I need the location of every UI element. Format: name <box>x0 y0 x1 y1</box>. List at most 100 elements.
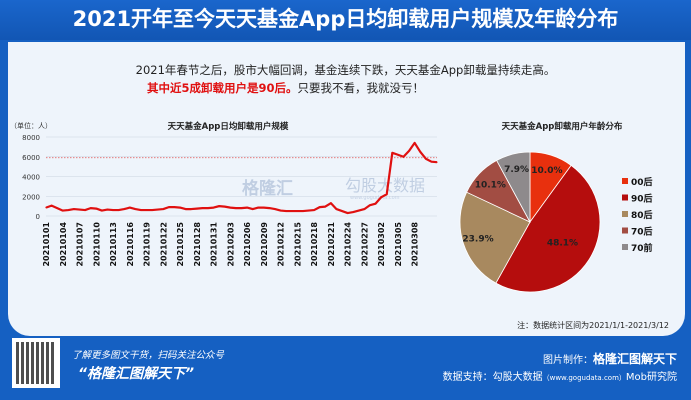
data-point <box>201 207 203 209</box>
data-point <box>235 207 237 209</box>
maker-logo: 格隆汇图解天下 <box>592 352 677 366</box>
data-point <box>280 209 282 212</box>
data-point <box>330 202 332 204</box>
intro-line-1: 2021年春节之后，股市大幅回调，基金连续下跌，天天基金App卸载量持续走高。 <box>135 63 556 77</box>
data-point <box>313 209 315 211</box>
data-point <box>257 207 259 209</box>
data-point <box>106 208 109 211</box>
data-point <box>134 208 136 210</box>
footer-cta: 了解更多图文干货，扫码关注公众号 <box>72 350 225 361</box>
data-point <box>90 207 92 209</box>
data-point <box>302 210 304 212</box>
pie-chart-title: 天天基金App卸载用户年龄分布 <box>502 121 623 132</box>
data-point <box>268 207 271 209</box>
legend-label: 90后 <box>631 193 653 205</box>
source-2: Mob研究院 <box>625 372 677 383</box>
x-tick-label: 20210218 <box>310 222 319 267</box>
data-point <box>436 161 438 163</box>
pie-data-label: 10.1% <box>475 180 506 190</box>
x-tick-label: 20210206 <box>243 222 252 267</box>
data-point <box>229 207 231 209</box>
data-point <box>319 206 321 208</box>
x-tick-label: 20210209 <box>260 222 269 267</box>
legend-label: 70前 <box>631 242 653 254</box>
data-point <box>45 207 47 209</box>
data-point <box>112 209 114 211</box>
data-point <box>380 196 382 198</box>
x-tick-label: 20210215 <box>293 222 302 267</box>
pie-data-label: 7.9% <box>504 165 529 175</box>
data-point <box>397 154 399 156</box>
data-point <box>162 208 164 210</box>
data-point <box>391 152 393 154</box>
legend-swatch <box>622 211 628 217</box>
x-tick-label: 20210302 <box>377 222 386 267</box>
legend-label: 80后 <box>631 209 653 221</box>
data-point <box>196 207 198 210</box>
data-point <box>369 204 371 206</box>
data-point <box>50 205 53 207</box>
x-tick-label: 20210305 <box>394 222 403 267</box>
page-title: 2021开年至今天天基金App日均卸载用户规模及年龄分布 <box>0 0 691 40</box>
data-point <box>140 209 142 211</box>
data-point <box>56 207 58 209</box>
data-point <box>296 210 298 212</box>
x-tick-label: 20210212 <box>277 222 286 267</box>
data-point <box>285 210 287 212</box>
legend-label: 70后 <box>631 226 653 238</box>
data-point <box>101 209 103 212</box>
pie-data-label: 48.1% <box>547 239 578 249</box>
charts-svg: （单位：人） 天天基金App日均卸载用户规模 格隆汇 勾股大数据 www.gog… <box>10 121 653 293</box>
source-url: （www.gogudata.com） <box>542 374 626 382</box>
data-point <box>341 210 343 212</box>
legend-swatch <box>622 178 628 184</box>
data-point <box>374 203 377 205</box>
x-tick-label: 20210104 <box>59 222 68 267</box>
maker-label: 图片制作： <box>542 355 593 366</box>
footer-source: 数据支持：勾股大数据（www.gogudata.com）Mob研究院 <box>443 368 677 383</box>
x-tick-label: 20210131 <box>210 222 219 267</box>
qr-code[interactable] <box>12 338 60 388</box>
x-tick-label: 20210101 <box>42 222 51 267</box>
x-tick-label: 20210119 <box>143 222 152 267</box>
data-point <box>240 207 243 209</box>
data-note: 注：数据统计区间为2021/1/1-2021/3/12 <box>517 321 669 330</box>
data-point <box>291 210 293 212</box>
intro-highlight: 其中近5成卸载用户是90后。 <box>147 81 298 95</box>
x-tick-label: 20210128 <box>193 222 202 267</box>
pie-data-label: 23.9% <box>462 235 493 245</box>
data-point <box>335 208 338 210</box>
data-point <box>324 206 326 208</box>
watermark-url: www.gogudata.com <box>350 195 400 201</box>
data-point <box>173 206 176 208</box>
data-point <box>84 209 86 211</box>
legend-swatch <box>622 227 628 234</box>
data-point <box>95 207 97 210</box>
data-point <box>129 207 131 209</box>
x-tick-label: 20210122 <box>159 222 168 267</box>
data-point <box>67 209 69 211</box>
pie-slice-80后 <box>459 191 531 284</box>
data-point <box>185 208 187 210</box>
data-point <box>419 151 421 153</box>
data-point <box>425 158 427 160</box>
x-tick-label: 20210116 <box>126 222 135 267</box>
data-point <box>274 208 276 210</box>
data-point <box>62 209 64 212</box>
footer-slogan: “格隆汇图解天下” <box>78 366 195 382</box>
data-point <box>363 208 365 210</box>
data-point <box>207 207 209 209</box>
y-tick-label: 0 <box>36 213 40 221</box>
legend-label: 00后 <box>631 176 653 188</box>
x-tick-label: 20210308 <box>411 222 420 267</box>
data-point <box>352 211 354 213</box>
data-point <box>73 208 75 210</box>
data-point <box>179 207 181 209</box>
legend-swatch <box>622 244 628 250</box>
footer-maker: 图片制作：格隆汇图解天下 <box>543 350 677 367</box>
x-tick-label: 20210107 <box>76 222 85 267</box>
unit-label: （单位：人） <box>10 121 52 130</box>
data-point <box>190 208 192 210</box>
x-tick-label: 20210221 <box>327 222 336 267</box>
data-point <box>168 206 170 208</box>
